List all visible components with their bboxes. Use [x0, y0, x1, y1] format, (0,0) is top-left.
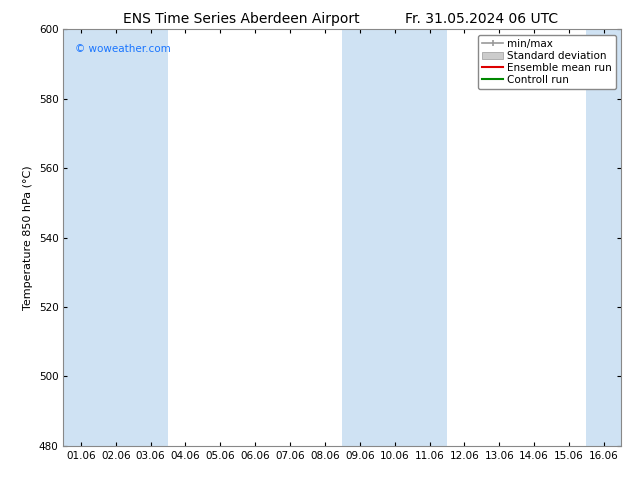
Bar	[63, 29, 168, 446]
Legend: min/max, Standard deviation, Ensemble mean run, Controll run: min/max, Standard deviation, Ensemble me…	[478, 35, 616, 89]
Text: Fr. 31.05.2024 06 UTC: Fr. 31.05.2024 06 UTC	[405, 12, 559, 26]
Bar	[586, 29, 634, 446]
Text: ENS Time Series Aberdeen Airport: ENS Time Series Aberdeen Airport	[122, 12, 359, 26]
Text: © woweather.com: © woweather.com	[75, 44, 171, 54]
Bar	[342, 29, 447, 446]
Y-axis label: Temperature 850 hPa (°C): Temperature 850 hPa (°C)	[23, 165, 33, 310]
